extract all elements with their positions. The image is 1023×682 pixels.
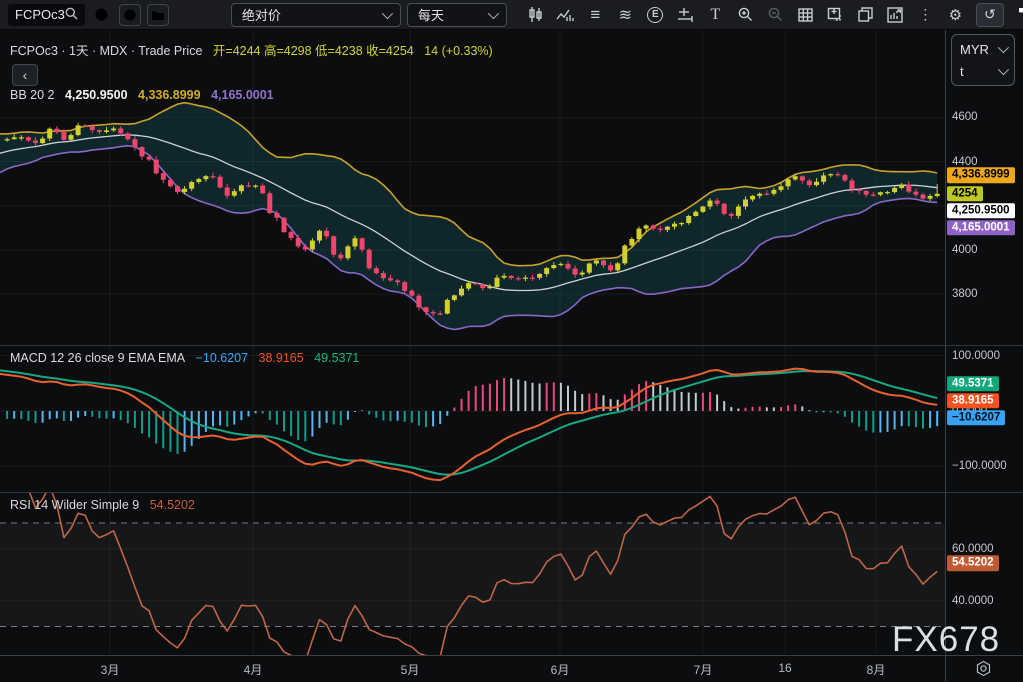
axis-price-badge: 4,250.9500 <box>947 203 1015 219</box>
time-axis-label: 16 <box>778 661 791 675</box>
price-axis-label: 4600 <box>952 111 978 123</box>
more-options-kebab-icon[interactable]: ⋮ <box>916 5 935 25</box>
axis-price-badge: 49.5371 <box>947 376 999 392</box>
price-type-value: 绝对价 <box>242 5 281 24</box>
time-axis-label: 6月 <box>551 661 570 678</box>
zoom-in-icon[interactable] <box>736 5 755 25</box>
undo-button[interactable]: ↺ <box>976 3 1004 27</box>
rsi-axis-label: 40.0000 <box>952 595 994 607</box>
chevron-down-icon <box>382 7 393 18</box>
chart-settings-icon[interactable] <box>975 660 992 682</box>
symbol-legend[interactable]: FCPOc3 · 1天 · MDX · Trade Price 开=4244 高… <box>10 40 493 59</box>
bb-lower-value: 4,165.0001 <box>211 88 274 102</box>
interval-select[interactable]: 每天 <box>407 3 507 27</box>
time-axis-label: 7月 <box>694 661 713 678</box>
unit-select[interactable]: t <box>960 64 1006 79</box>
rsi-pane-canvas[interactable] <box>0 492 945 655</box>
ohlc-values: 开=4244 高=4298 低=4238 收=4254 <box>213 44 414 58</box>
rsi-legend[interactable]: RSI 14 Wilder Simple 9 54.5202 <box>10 498 195 512</box>
time-axis-label: 3月 <box>101 661 120 678</box>
change-value: 14 (+0.33%) <box>424 44 492 58</box>
rsi-value: 54.5202 <box>150 498 195 512</box>
bb-label: BB 20 2 <box>10 88 54 102</box>
axis-price-badge: 4,336.8999 <box>947 168 1015 184</box>
chevron-down-icon <box>488 7 499 18</box>
price-axis-label: 4400 <box>952 156 978 168</box>
snapshot-icon[interactable] <box>826 5 845 25</box>
time-axis-label: 8月 <box>867 661 886 678</box>
bollinger-legend[interactable]: BB 20 2 4,250.9500 4,336.8999 4,165.0001 <box>10 88 274 102</box>
candlestick-style-icon[interactable] <box>526 5 545 25</box>
time-axis[interactable]: 3月 4月 5月 6月 7月 16 8月 <box>0 655 1023 680</box>
bb-basis-value: 4,250.9500 <box>65 88 128 102</box>
time-axis-label: 5月 <box>401 661 420 678</box>
axis-price-badge: 38.9165 <box>947 393 999 409</box>
axis-price-badge: 4254 <box>947 186 983 202</box>
macd-axis-label: 100.0000 <box>952 350 1000 362</box>
folder-button[interactable] <box>147 4 169 26</box>
axis-price-badge: 4,165.0001 <box>947 220 1015 236</box>
legend-collapse-button[interactable]: ‹ <box>12 64 38 86</box>
macd-signal-value: 49.5371 <box>314 351 359 365</box>
axis-price-badge: −10.6207 <box>947 410 1005 426</box>
macd-legend[interactable]: MACD 12 26 close 9 EMA EMA −10.6207 38.9… <box>10 351 359 365</box>
price-axis[interactable]: 4600440040003800100.00000.0000−100.00006… <box>946 30 1023 655</box>
axis-price-badge: 54.5202 <box>947 555 999 571</box>
unit-value: t <box>960 64 964 79</box>
bb-upper-value: 4,336.8999 <box>138 88 201 102</box>
pane-separator[interactable] <box>0 492 1023 493</box>
publish-chart-icon[interactable] <box>886 5 905 25</box>
settings-gear-icon[interactable]: ⚙ <box>946 5 965 25</box>
macd-line-value: 38.9165 <box>259 351 304 365</box>
toolbar-icons: ≡ ≋ E T ⋮ ⚙ ↺ <box>526 3 1023 27</box>
fx678-watermark: FX678 <box>892 620 1000 660</box>
grid-layout-icon[interactable] <box>796 5 815 25</box>
events-glyph: E <box>647 7 663 23</box>
waves-pattern-icon[interactable]: ≋ <box>616 5 635 25</box>
indicators-icon[interactable] <box>556 5 575 25</box>
price-axis-label: 3800 <box>952 288 978 300</box>
search-icon <box>65 7 78 23</box>
price-pane-canvas[interactable] <box>0 30 945 345</box>
macd-pane-canvas[interactable] <box>0 345 945 492</box>
price-axis-label: 4000 <box>952 244 978 256</box>
rsi-axis-label: 60.0000 <box>952 543 994 555</box>
currency-unit-panel: MYR t <box>951 34 1015 86</box>
price-type-select[interactable]: 绝对价 <box>231 3 401 27</box>
currency-select[interactable]: MYR <box>960 42 1006 57</box>
time-axis-label: 4月 <box>244 661 263 678</box>
macd-label: MACD 12 26 close 9 EMA EMA <box>10 351 185 365</box>
text-tool-icon[interactable]: T <box>706 5 725 25</box>
symbol-search-input[interactable]: FCPOc3 <box>8 4 85 26</box>
interval-value: 每天 <box>418 5 444 24</box>
chevron-down-icon <box>998 64 1009 75</box>
top-toolbar: FCPOc3 绝对价 每天 ≡ ≋ E T <box>0 0 1023 30</box>
symbol-legend-title: FCPOc3 · 1天 · MDX · Trade Price <box>10 44 202 58</box>
measure-icon[interactable] <box>676 5 695 25</box>
pane-separator[interactable] <box>0 345 1023 346</box>
zoom-out-icon[interactable] <box>766 5 785 25</box>
history-clock-button[interactable] <box>91 4 113 26</box>
copy-layout-icon[interactable] <box>856 5 875 25</box>
templates-icon[interactable]: ≡ <box>586 5 605 25</box>
tradingview-logo[interactable] <box>1019 8 1023 22</box>
compare-add-button[interactable] <box>119 4 141 26</box>
macd-hist-value: −10.6207 <box>196 351 248 365</box>
macd-axis-label: −100.0000 <box>952 460 1007 472</box>
symbol-text: FCPOc3 <box>15 7 65 22</box>
rsi-label: RSI 14 Wilder Simple 9 <box>10 498 139 512</box>
currency-value: MYR <box>960 42 989 57</box>
chevron-down-icon <box>998 42 1009 53</box>
events-icon[interactable]: E <box>646 5 665 25</box>
